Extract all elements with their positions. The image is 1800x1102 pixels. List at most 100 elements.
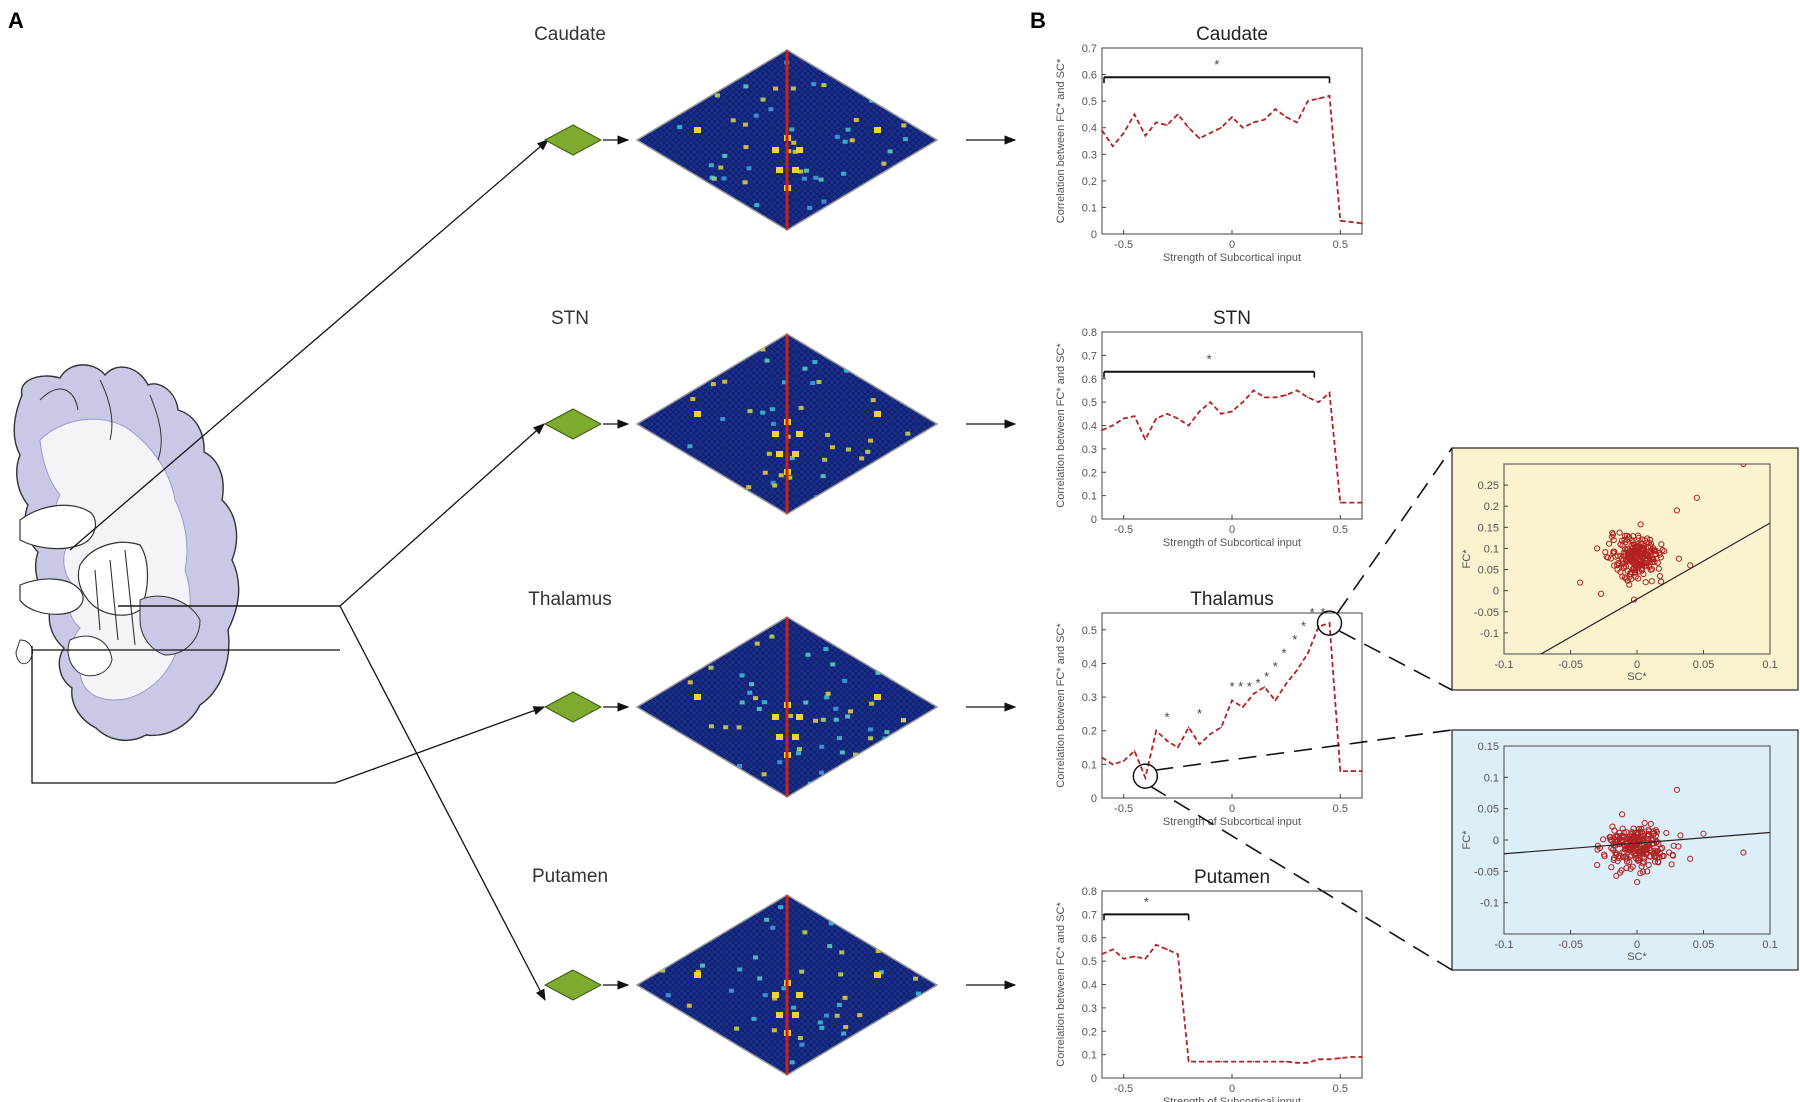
data-point — [1339, 1057, 1342, 1059]
connectivity-matrix — [635, 49, 939, 231]
y-tick-label: 0.1 — [1484, 543, 1499, 555]
scatter-point — [1630, 825, 1637, 832]
line-chart-thalamus: Thalamus 0 0.1 0.2 0.3 0.4 0.5 -0.5 0 0.5 Strength… — [1055, 589, 1363, 828]
scatter-point — [1637, 560, 1644, 567]
data-point — [1122, 132, 1125, 134]
chart-title: Putamen — [1194, 867, 1270, 888]
data-point — [1263, 118, 1266, 121]
data-point — [1133, 955, 1136, 958]
scatter-point — [1638, 845, 1645, 852]
x-tick-label: 0.1 — [1762, 659, 1777, 671]
data-point — [1285, 394, 1287, 396]
dashed-leader-line — [1336, 447, 1453, 614]
connectivity-matrix — [635, 333, 939, 515]
scatter-point — [1619, 811, 1626, 818]
data-point — [1155, 943, 1157, 946]
scatter-point — [1663, 829, 1670, 837]
zoom-circle-high — [1316, 610, 1343, 636]
data-point — [1187, 424, 1190, 427]
data-point — [1361, 222, 1363, 225]
data-point — [1274, 396, 1277, 399]
data-point — [1252, 389, 1255, 392]
data-point — [1274, 699, 1277, 702]
scatter-point — [1619, 825, 1626, 832]
data-point — [1307, 396, 1309, 399]
plot-area — [1101, 331, 1363, 520]
y-tick-label: 0.7 — [1082, 909, 1097, 921]
y-tick-label: 0.4 — [1082, 123, 1097, 135]
scatter-point — [1687, 562, 1694, 569]
scatter-point — [1608, 533, 1616, 541]
scatter-point — [1656, 850, 1664, 857]
zoom-callouts — [1132, 447, 1453, 971]
scatter-point — [1622, 539, 1629, 546]
y-tick-label: 0.3 — [1082, 149, 1097, 161]
scatter-point — [1612, 833, 1619, 840]
y-tick-label: 0.2 — [1484, 501, 1499, 513]
data-point — [1198, 1060, 1201, 1063]
scatter-point — [1658, 578, 1665, 585]
scatter-point — [1654, 858, 1662, 865]
data-point — [1209, 1060, 1212, 1063]
scatter-point — [1631, 555, 1638, 562]
scatter-point — [1643, 849, 1650, 856]
data-point — [1177, 113, 1179, 116]
data-point — [1317, 97, 1320, 100]
data-point — [1177, 746, 1179, 749]
data-point — [1274, 108, 1277, 110]
x-tick-label: 0 — [1634, 659, 1640, 671]
y-tick-label: 0.05 — [1478, 565, 1499, 577]
data-point — [1209, 132, 1212, 134]
data-point — [1307, 1062, 1309, 1064]
data-point — [1198, 137, 1201, 140]
data-point — [1252, 1060, 1255, 1063]
y-tick-label: -0.05 — [1474, 607, 1499, 619]
scatter-point — [1610, 548, 1617, 555]
scatter-point — [1638, 826, 1645, 833]
data-point — [1133, 415, 1136, 417]
scatter-point — [1649, 558, 1656, 566]
region-row-caudate: Caudate — [534, 24, 1017, 231]
scatter-point — [1634, 879, 1641, 886]
data-point — [1112, 145, 1114, 148]
scatter-point — [1640, 858, 1647, 865]
scatter-point — [1641, 537, 1648, 544]
line-chart-stn: STN 0 0.1 0.2 0.3 0.4 0.5 0.6 0.7 0.8 -0.5 0 0.5 Stre… — [1055, 308, 1363, 549]
data-point — [1317, 1058, 1320, 1061]
scatter-point — [1624, 577, 1631, 584]
panel-label-a: A — [8, 8, 24, 33]
plot-area — [1101, 612, 1363, 799]
scatter-point — [1628, 542, 1635, 549]
data-point — [1209, 733, 1212, 735]
dashed-leader-line — [1155, 729, 1453, 771]
scatter-point — [1597, 590, 1605, 597]
data-point — [1339, 219, 1342, 222]
y-tick-label: 0.4 — [1082, 980, 1097, 992]
x-axis-label: Strength of Subcortical input — [1163, 252, 1301, 264]
scatter-point — [1612, 553, 1619, 560]
dashed-leader-line — [1339, 630, 1453, 691]
scatter-point — [1675, 843, 1682, 850]
subcortical-node-diamond — [543, 969, 603, 1001]
scatter-point — [1611, 854, 1618, 862]
regression-line — [1504, 831, 1770, 855]
scatter-point — [1653, 828, 1660, 836]
scatter-point — [1658, 541, 1665, 548]
data-point — [1242, 1060, 1244, 1063]
data-point — [1144, 957, 1147, 960]
x-tick-label: 0 — [1634, 939, 1640, 951]
y-tick-label: 0.7 — [1082, 43, 1097, 55]
scatter-point — [1635, 575, 1642, 582]
y-tick-label: -0.1 — [1480, 898, 1499, 910]
scatter-point — [1614, 858, 1621, 865]
scatter-point — [1675, 555, 1683, 562]
data-point — [1220, 126, 1222, 129]
plot-area — [1101, 47, 1363, 235]
data-point — [1122, 417, 1125, 420]
scatter-point — [1626, 844, 1633, 851]
data-point — [1263, 1060, 1266, 1063]
data-point — [1296, 1062, 1298, 1064]
scatter-point — [1740, 849, 1747, 856]
x-axis-label: SC* — [1627, 951, 1647, 963]
x-tick-label: -0.5 — [1114, 239, 1133, 251]
